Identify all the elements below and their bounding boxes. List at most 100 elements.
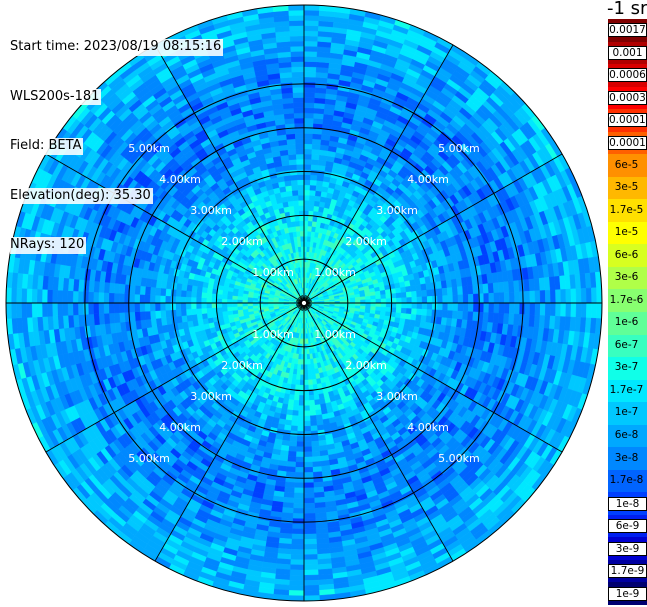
beta-cell	[303, 158, 312, 165]
beta-cell	[313, 107, 325, 115]
beta-cell	[360, 299, 366, 304]
beta-cell	[297, 425, 305, 432]
beta-cell	[315, 409, 322, 416]
beta-cell	[196, 285, 203, 293]
beta-cell	[488, 292, 495, 304]
beta-cell	[299, 215, 305, 222]
beta-cell	[291, 415, 299, 422]
beta-cell	[290, 425, 298, 432]
beta-cell	[296, 158, 305, 165]
beta-cell	[457, 302, 464, 312]
beta-cell	[314, 195, 322, 202]
beta-cell	[309, 195, 316, 202]
beta-cell	[296, 230, 301, 237]
beta-cell	[514, 302, 520, 315]
beta-cell	[303, 215, 309, 222]
beta-cell	[415, 314, 422, 322]
beta-cell	[437, 302, 443, 311]
beta-cell	[303, 230, 308, 237]
beta-cell	[154, 294, 161, 304]
beta-cell	[303, 153, 313, 160]
beta-cell	[374, 290, 381, 296]
beta-cell	[295, 225, 301, 232]
beta-cell	[139, 294, 146, 304]
beta-cell	[411, 296, 418, 304]
beta-cell	[231, 299, 238, 304]
beta-cell	[159, 302, 166, 311]
beta-cell	[365, 299, 371, 304]
beta-cell	[416, 296, 423, 304]
beta-cell	[206, 297, 212, 304]
beta-cell	[482, 283, 489, 294]
beta-cell	[231, 302, 238, 307]
beta-cell	[119, 283, 126, 294]
beta-cell	[308, 215, 314, 222]
beta-cell	[375, 298, 382, 304]
beta-cell	[201, 312, 208, 320]
beta-cell	[303, 112, 315, 119]
beta-cell	[447, 294, 454, 304]
beta-cell	[118, 293, 125, 304]
beta-cell	[221, 298, 228, 304]
beta-cell	[300, 369, 305, 376]
beta-cell	[309, 415, 317, 422]
beta-cell	[462, 302, 469, 312]
beta-cell	[311, 148, 321, 156]
beta-cell	[293, 102, 305, 109]
beta-cell	[165, 295, 171, 304]
beta-cell	[303, 133, 314, 140]
beta-cell	[196, 308, 203, 315]
beta-cell	[310, 174, 318, 181]
beta-cell	[416, 308, 423, 316]
beta-cell	[297, 174, 305, 181]
beta-cell	[201, 286, 208, 294]
beta-cell	[303, 487, 315, 494]
beta-cell	[303, 97, 315, 104]
beta-cell	[303, 184, 311, 191]
beta-cell	[160, 310, 167, 319]
beta-cell	[144, 302, 151, 312]
beta-cell	[313, 200, 321, 207]
beta-cell	[308, 384, 314, 391]
beta-cell	[303, 513, 316, 519]
beta-cell	[300, 230, 305, 237]
beta-cell	[509, 302, 515, 315]
beta-cell	[293, 497, 305, 504]
beta-cell	[307, 220, 313, 227]
beta-cell	[286, 404, 294, 411]
beta-cell	[290, 420, 299, 427]
beta-cell	[283, 486, 295, 494]
beta-cell	[295, 138, 305, 145]
beta-cell	[295, 451, 305, 458]
beta-cell	[287, 148, 297, 156]
beta-cell	[299, 220, 305, 227]
beta-cell	[467, 302, 474, 313]
beta-cell	[185, 308, 192, 316]
beta-cell	[406, 302, 413, 309]
beta-cell	[300, 236, 305, 242]
beta-cell	[285, 128, 296, 135]
beta-cell	[375, 294, 382, 300]
beta-cell	[385, 298, 392, 304]
beta-cell	[103, 302, 110, 314]
beta-cell	[134, 285, 141, 295]
beta-cell	[293, 487, 305, 494]
beta-cell	[421, 302, 428, 310]
beta-cell	[498, 292, 505, 304]
beta-cell	[190, 296, 197, 304]
beta-cell	[296, 164, 305, 170]
beta-cell	[487, 282, 495, 294]
beta-cell	[312, 133, 322, 140]
beta-cell	[206, 312, 213, 319]
beta-cell	[416, 290, 423, 298]
beta-cell	[108, 282, 116, 294]
beta-cell	[308, 205, 315, 212]
beta-cell	[186, 314, 193, 322]
beta-cell	[421, 308, 428, 317]
beta-cell	[380, 306, 387, 312]
beta-cell	[467, 293, 474, 304]
beta-cell	[370, 295, 377, 300]
beta-cell	[294, 472, 305, 478]
beta-cell	[297, 179, 305, 186]
beta-cell	[287, 399, 295, 406]
